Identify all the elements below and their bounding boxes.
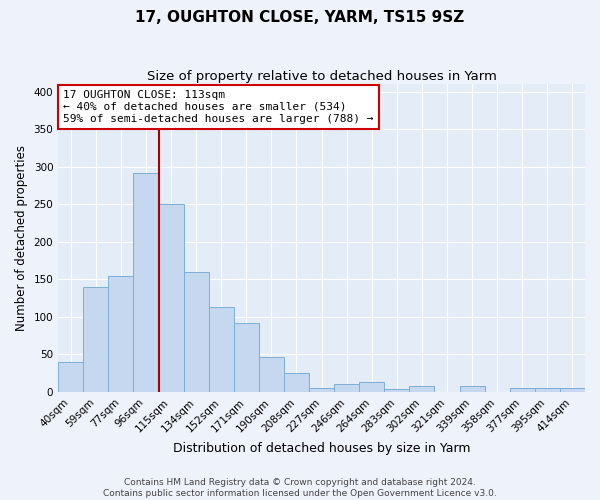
Bar — [184, 272, 209, 392]
Bar — [234, 323, 259, 392]
Bar — [209, 307, 234, 392]
Bar — [460, 386, 485, 392]
Bar — [259, 358, 284, 392]
Bar — [309, 388, 334, 392]
Bar — [359, 382, 385, 392]
Y-axis label: Number of detached properties: Number of detached properties — [15, 145, 28, 331]
Bar — [133, 172, 158, 392]
Bar — [58, 362, 83, 392]
Bar — [409, 386, 434, 392]
Text: 17, OUGHTON CLOSE, YARM, TS15 9SZ: 17, OUGHTON CLOSE, YARM, TS15 9SZ — [136, 10, 464, 25]
Text: Contains HM Land Registry data © Crown copyright and database right 2024.
Contai: Contains HM Land Registry data © Crown c… — [103, 478, 497, 498]
Bar — [109, 276, 133, 392]
Bar — [510, 388, 535, 392]
Bar — [83, 287, 109, 392]
Text: 17 OUGHTON CLOSE: 113sqm
← 40% of detached houses are smaller (534)
59% of semi-: 17 OUGHTON CLOSE: 113sqm ← 40% of detach… — [64, 90, 374, 124]
Bar — [385, 389, 409, 392]
Bar — [535, 388, 560, 392]
Title: Size of property relative to detached houses in Yarm: Size of property relative to detached ho… — [146, 70, 497, 83]
X-axis label: Distribution of detached houses by size in Yarm: Distribution of detached houses by size … — [173, 442, 470, 455]
Bar — [284, 373, 309, 392]
Bar — [560, 388, 585, 392]
Bar — [158, 204, 184, 392]
Bar — [334, 384, 359, 392]
